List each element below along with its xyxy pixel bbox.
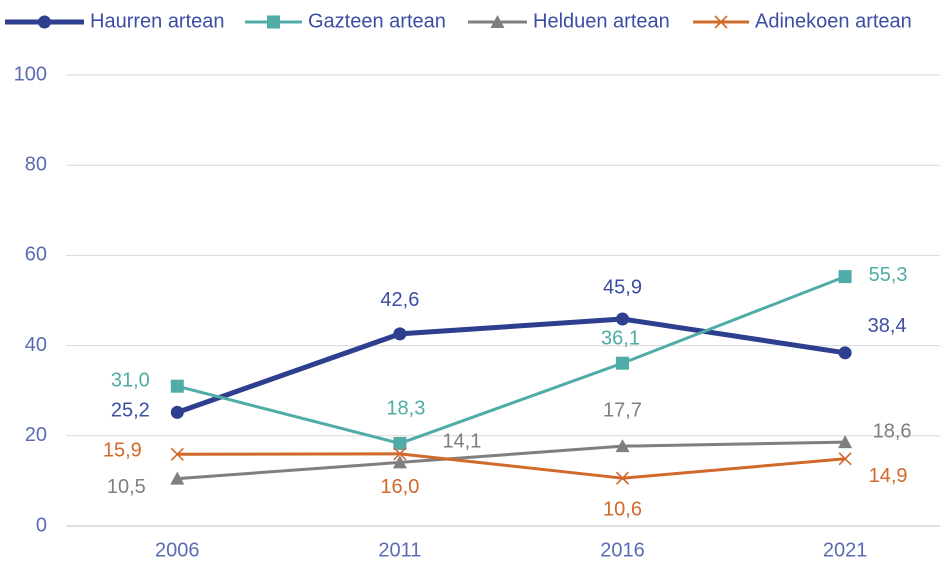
data-label: 55,3 bbox=[869, 264, 908, 286]
x-tick-label: 2011 bbox=[378, 539, 421, 561]
marker bbox=[393, 447, 407, 461]
y-tick-label: 40 bbox=[25, 334, 47, 356]
marker bbox=[392, 455, 407, 469]
data-label: 18,6 bbox=[873, 420, 912, 442]
data-label: 10,6 bbox=[603, 498, 642, 520]
line bbox=[177, 452, 846, 480]
legend-label: Adinekoen artean bbox=[755, 10, 912, 32]
legend-item: Helduen artean bbox=[468, 10, 670, 32]
line bbox=[176, 275, 846, 445]
data-label: 16,0 bbox=[380, 476, 419, 498]
legend-label: Haurren artean bbox=[90, 10, 225, 32]
data-label: 45,9 bbox=[603, 276, 642, 298]
legend-item: Haurren artean bbox=[5, 10, 225, 32]
marker bbox=[393, 436, 407, 450]
series: 15,9 16,0 10,6 14,9 bbox=[103, 440, 908, 521]
series: 25,2 42,6 45,9 38,4 bbox=[111, 276, 907, 421]
series: 10,5 14,1 17,7 18,6 bbox=[107, 399, 912, 497]
y-tick-label: 20 bbox=[25, 424, 47, 446]
data-label: 25,2 bbox=[111, 400, 150, 422]
y-tick-label: 60 bbox=[25, 244, 47, 266]
marker bbox=[838, 270, 852, 284]
marker bbox=[615, 471, 630, 485]
marker bbox=[170, 447, 184, 461]
y-tick-label: 80 bbox=[25, 153, 47, 175]
data-label: 14,1 bbox=[442, 431, 481, 453]
x-tick-label: 2021 bbox=[823, 539, 868, 561]
legend-marker bbox=[714, 15, 728, 29]
y-tick-label: 100 bbox=[14, 63, 47, 85]
data-label: 15,9 bbox=[103, 440, 142, 462]
legend-item: Gazteen artean bbox=[245, 10, 446, 32]
marker bbox=[838, 346, 852, 360]
data-label: 14,9 bbox=[869, 465, 908, 487]
marker bbox=[838, 452, 852, 466]
marker bbox=[616, 356, 629, 370]
legend-marker bbox=[490, 15, 505, 28]
marker bbox=[838, 435, 853, 449]
x-tick-label: 2016 bbox=[600, 539, 645, 561]
series: 31,0 18,3 36,1 55,3 bbox=[111, 264, 908, 450]
x-tick-label: 2006 bbox=[155, 539, 200, 561]
marker bbox=[615, 439, 630, 453]
data-label: 42,6 bbox=[380, 289, 419, 311]
legend-marker bbox=[38, 15, 51, 29]
y-tick-label: 0 bbox=[36, 514, 47, 536]
marker bbox=[170, 405, 184, 419]
data-label: 38,4 bbox=[868, 315, 907, 337]
line bbox=[176, 316, 846, 415]
data-label: 18,3 bbox=[386, 398, 425, 420]
data-label: 10,5 bbox=[107, 476, 146, 498]
legend-marker bbox=[267, 15, 280, 29]
marker bbox=[170, 471, 185, 485]
line bbox=[177, 440, 846, 481]
data-label: 36,1 bbox=[601, 327, 640, 349]
marker bbox=[616, 312, 629, 326]
data-label: 17,7 bbox=[603, 399, 642, 421]
marker bbox=[170, 379, 184, 393]
legend-label: Helduen artean bbox=[533, 10, 670, 32]
legend-label: Gazteen artean bbox=[308, 10, 446, 32]
legend-item: Adinekoen artean bbox=[693, 10, 912, 32]
data-label: 31,0 bbox=[111, 369, 150, 391]
marker bbox=[393, 327, 407, 341]
